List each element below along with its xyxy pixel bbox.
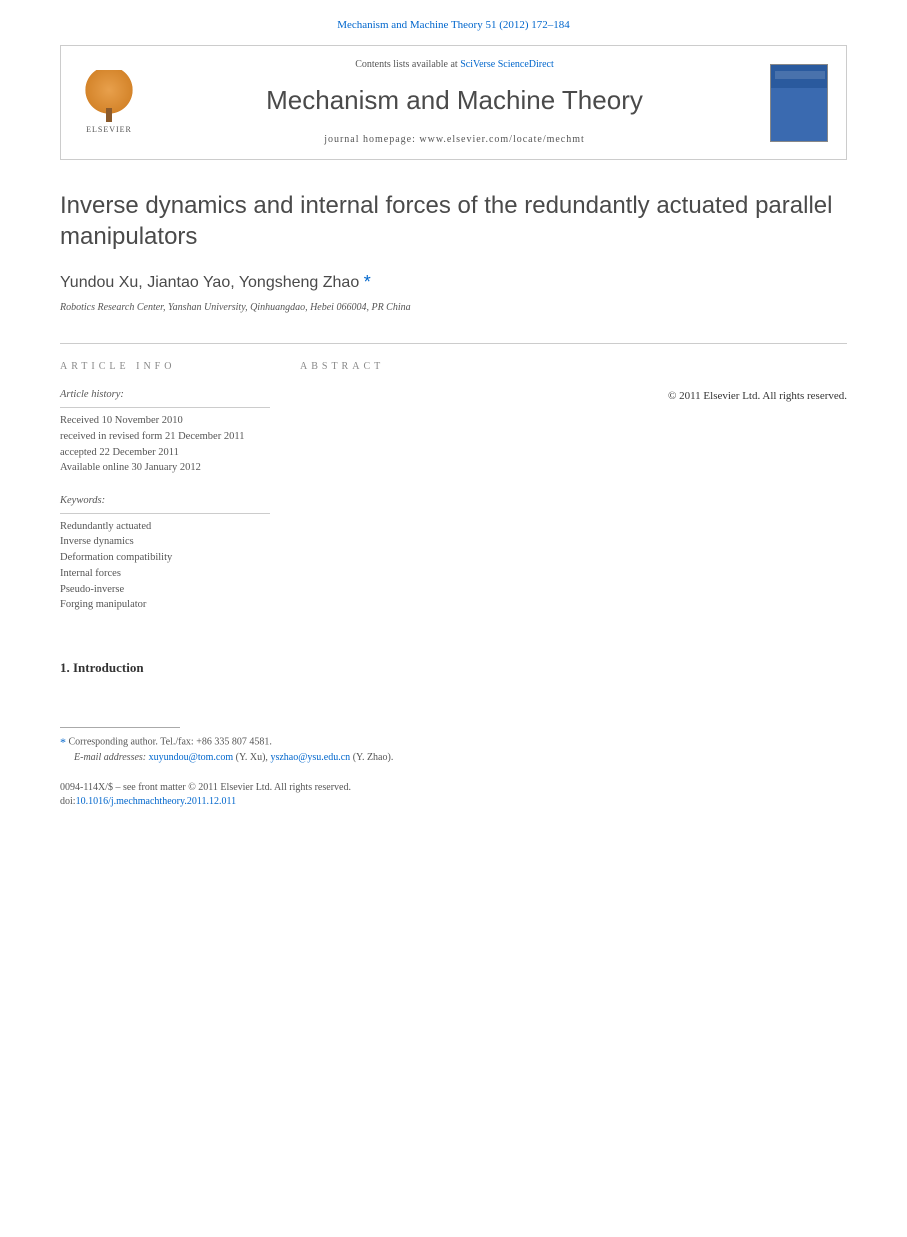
keyword-item: Deformation compatibility	[60, 550, 270, 566]
publisher-name: ELSEVIER	[86, 124, 132, 135]
footnote-star-icon: *	[60, 735, 66, 749]
keywords-block: Keywords: Redundantly actuated Inverse d…	[60, 494, 270, 613]
copyright-line: © 2011 Elsevier Ltd. All rights reserved…	[300, 389, 847, 405]
email-label: E-mail addresses:	[74, 752, 146, 763]
affiliation: Robotics Research Center, Yanshan Univer…	[60, 301, 847, 315]
author-email-link[interactable]: xuyundou@tom.com	[149, 752, 233, 763]
keywords-label: Keywords:	[60, 494, 270, 514]
header-center: Contents lists available at SciVerse Sci…	[157, 58, 752, 146]
footnote-block: * Corresponding author. Tel./fax: +86 33…	[60, 717, 847, 809]
corresponding-footnote: * Corresponding author. Tel./fax: +86 33…	[60, 734, 847, 751]
history-received: Received 10 November 2010	[60, 413, 270, 429]
corresponding-text: Corresponding author. Tel./fax: +86 335 …	[69, 737, 272, 748]
history-revised: received in revised form 21 December 201…	[60, 429, 270, 445]
journal-reference: Mechanism and Machine Theory 51 (2012) 1…	[0, 0, 907, 45]
doi-line: doi:10.1016/j.mechmachtheory.2011.12.011	[60, 795, 847, 809]
article-history-block: Article history: Received 10 November 20…	[60, 388, 270, 476]
doi-link[interactable]: 10.1016/j.mechmachtheory.2011.12.011	[76, 796, 237, 807]
article-meta-row: ARTICLE INFO Article history: Received 1…	[60, 343, 847, 631]
contents-prefix: Contents lists available at	[355, 59, 460, 70]
email2-suffix: (Y. Zhao).	[350, 752, 393, 763]
keyword-item: Pseudo-inverse	[60, 582, 270, 598]
section-heading-introduction: 1. Introduction	[60, 659, 847, 677]
article-info-label: ARTICLE INFO	[60, 360, 270, 374]
history-label: Article history:	[60, 388, 270, 408]
journal-name: Mechanism and Machine Theory	[157, 82, 752, 118]
keyword-item: Internal forces	[60, 566, 270, 582]
article-title: Inverse dynamics and internal forces of …	[60, 190, 847, 252]
author-list: Yundou Xu, Jiantao Yao, Yongsheng Zhao *	[60, 270, 847, 295]
history-online: Available online 30 January 2012	[60, 460, 270, 476]
corresponding-mark-icon: *	[364, 272, 371, 292]
keyword-item: Redundantly actuated	[60, 519, 270, 535]
sciencedirect-link[interactable]: SciVerse ScienceDirect	[460, 59, 554, 70]
journal-cover-thumbnail	[770, 64, 828, 142]
doi-block: 0094-114X/$ – see front matter © 2011 El…	[60, 781, 847, 809]
article-info-column: ARTICLE INFO Article history: Received 1…	[60, 360, 270, 631]
elsevier-tree-icon	[84, 70, 134, 120]
keyword-item: Forging manipulator	[60, 597, 270, 613]
keyword-item: Inverse dynamics	[60, 534, 270, 550]
abstract-label: ABSTRACT	[300, 360, 847, 375]
journal-header: ELSEVIER Contents lists available at Sci…	[60, 45, 847, 159]
article-content: Inverse dynamics and internal forces of …	[0, 190, 907, 839]
history-accepted: accepted 22 December 2011	[60, 445, 270, 461]
email-footnote: E-mail addresses: xuyundou@tom.com (Y. X…	[60, 751, 847, 765]
email1-suffix: (Y. Xu),	[233, 752, 270, 763]
contents-list-line: Contents lists available at SciVerse Sci…	[157, 58, 752, 72]
journal-homepage: journal homepage: www.elsevier.com/locat…	[157, 133, 752, 147]
abstract-column: ABSTRACT © 2011 Elsevier Ltd. All rights…	[300, 360, 847, 631]
author-email-link[interactable]: yszhao@ysu.edu.cn	[270, 752, 350, 763]
footnote-rule	[60, 727, 180, 728]
authors-text: Yundou Xu, Jiantao Yao, Yongsheng Zhao	[60, 274, 359, 291]
homepage-url: www.elsevier.com/locate/mechmt	[419, 134, 584, 145]
issn-line: 0094-114X/$ – see front matter © 2011 El…	[60, 781, 847, 795]
publisher-logo: ELSEVIER	[79, 68, 139, 138]
homepage-prefix: journal homepage:	[324, 134, 419, 145]
